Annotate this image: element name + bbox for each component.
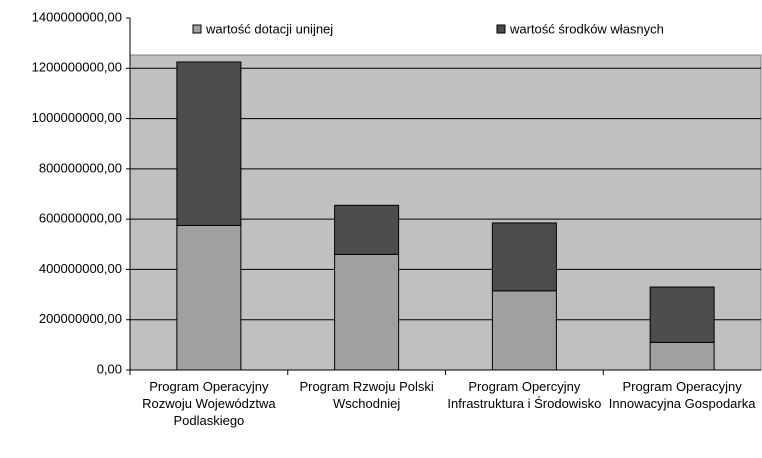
bar-segment: [491, 290, 557, 371]
x-tick-label: Program Opercyjny Infrastruktura i Środo…: [447, 379, 602, 411]
bar-segment: [491, 222, 557, 292]
legend-swatch: [496, 24, 506, 34]
bar-segment: [334, 204, 400, 255]
y-tick-label: 200000000,00: [39, 311, 122, 326]
legend-label: wartość dotacji unijnej: [205, 21, 333, 36]
x-tick-label: Program Operacyjny Innowacyjna Gospodark…: [608, 379, 756, 411]
bar-segment: [334, 253, 400, 371]
y-tick-label: 600000000,00: [39, 211, 122, 226]
legend-label: wartość środków własnych: [509, 21, 664, 36]
bar-segment: [649, 286, 715, 343]
x-tick-label: Program Rzwoju Polski Wschodniej: [299, 379, 434, 411]
bar-segment: [176, 61, 242, 226]
y-tick-label: 1200000000,00: [32, 60, 122, 75]
y-tick-label: 800000000,00: [39, 160, 122, 175]
bar-segment: [649, 341, 715, 371]
y-tick-label: 0,00: [97, 361, 122, 376]
bar-segment: [176, 224, 242, 371]
x-tick-label: Program Operacyjny Rozwoju Województwa P…: [142, 379, 276, 428]
legend-swatch: [192, 24, 202, 34]
y-tick-label: 1400000000,00: [32, 9, 122, 24]
y-tick-label: 1000000000,00: [32, 110, 122, 125]
y-tick-label: 400000000,00: [39, 261, 122, 276]
